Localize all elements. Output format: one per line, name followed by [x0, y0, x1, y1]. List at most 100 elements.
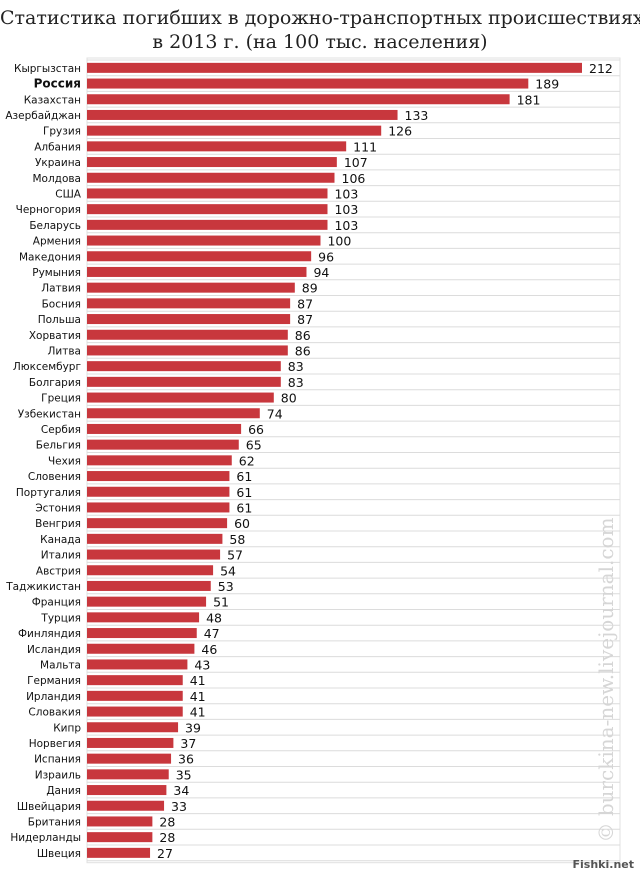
category-label: Исландия	[27, 644, 81, 656]
category-label: Словакия	[28, 707, 81, 719]
value-label: 48	[206, 610, 222, 625]
value-label: 86	[295, 343, 311, 358]
bar	[87, 659, 188, 670]
value-label: 111	[353, 139, 377, 154]
value-label: 34	[173, 783, 189, 798]
value-label: 65	[246, 438, 262, 453]
bar	[87, 769, 169, 780]
category-label: Словения	[28, 471, 81, 483]
bar	[87, 235, 321, 246]
category-label: Литва	[48, 345, 81, 357]
category-label: Германия	[27, 675, 81, 687]
bar	[87, 549, 221, 560]
value-label: 87	[297, 296, 313, 311]
bar	[87, 376, 281, 387]
category-label: Австрия	[36, 565, 81, 577]
value-label: 43	[194, 657, 210, 672]
bar	[87, 408, 260, 419]
value-label: 89	[302, 281, 318, 296]
bar	[87, 753, 172, 764]
category-label: Италия	[41, 550, 81, 562]
category-label: Израиль	[35, 769, 81, 781]
value-label: 61	[236, 500, 252, 515]
bar	[87, 565, 214, 576]
value-label: 87	[297, 312, 313, 327]
bar	[87, 314, 291, 325]
bar	[87, 706, 183, 717]
category-label: Канада	[40, 534, 81, 546]
bar	[87, 157, 337, 168]
brand-logo-text: Fishki.net	[572, 858, 634, 871]
bar	[87, 298, 291, 309]
value-label: 100	[327, 234, 351, 249]
category-label: Сербия	[41, 424, 81, 436]
bar	[87, 486, 230, 497]
value-label: 41	[190, 689, 206, 704]
category-label: Швеция	[37, 848, 81, 860]
bar	[87, 329, 288, 340]
value-label: 37	[180, 736, 196, 751]
category-label: Бельгия	[36, 440, 81, 452]
bar	[87, 62, 582, 73]
bar	[87, 423, 242, 434]
value-label: 57	[227, 548, 243, 563]
value-label: 126	[388, 124, 412, 139]
value-label: 27	[157, 846, 173, 861]
value-label: 212	[589, 61, 613, 76]
category-label: Португалия	[16, 487, 81, 499]
bar	[87, 345, 288, 356]
category-label: Болгария	[29, 377, 81, 389]
bar	[87, 266, 307, 277]
value-label: 103	[334, 202, 358, 217]
category-label: Албания	[34, 141, 81, 153]
value-label: 41	[190, 673, 206, 688]
value-label: 83	[288, 375, 304, 390]
category-label: Кыргызстан	[14, 63, 81, 75]
bar	[87, 816, 153, 827]
bar	[87, 612, 200, 623]
category-label: Норвегия	[29, 738, 81, 750]
value-label: 60	[234, 516, 250, 531]
bar	[87, 580, 211, 591]
bar	[87, 785, 167, 796]
bar	[87, 628, 197, 639]
value-label: 33	[171, 799, 187, 814]
bar	[87, 392, 274, 403]
bar	[87, 78, 529, 89]
category-label: Дания	[46, 785, 81, 797]
bar	[87, 737, 174, 748]
category-label: Украина	[35, 157, 81, 169]
bar	[87, 832, 153, 843]
value-label: 74	[267, 406, 283, 421]
category-label: Нидерланды	[10, 832, 81, 844]
bar	[87, 94, 510, 105]
category-label: Эстония	[35, 502, 81, 514]
value-label: 54	[220, 563, 236, 578]
value-label: 51	[213, 595, 229, 610]
category-label: Ирландия	[26, 691, 81, 703]
category-label: Люксембург	[13, 361, 81, 373]
value-label: 35	[176, 767, 192, 782]
value-label: 36	[178, 752, 194, 767]
chart-title-line-1: Статистика погибших в дорожно-транспортн…	[0, 7, 640, 29]
category-label: Черногория	[16, 204, 81, 216]
value-label: 106	[342, 171, 366, 186]
value-label: 103	[334, 218, 358, 233]
category-label: Таджикистан	[5, 581, 81, 593]
bar	[87, 188, 328, 199]
value-label: 46	[201, 642, 217, 657]
category-label: Азербайджан	[5, 110, 81, 122]
value-label: 107	[344, 155, 368, 170]
value-label: 66	[248, 422, 264, 437]
category-label: Латвия	[41, 283, 81, 295]
bar	[87, 643, 195, 654]
category-label: Казахстан	[24, 94, 81, 106]
value-label: 61	[236, 469, 252, 484]
category-label: Швейцария	[17, 801, 81, 813]
bar	[87, 282, 295, 293]
bar	[87, 675, 183, 686]
bar	[87, 690, 183, 701]
value-label: 80	[281, 391, 297, 406]
value-label: 96	[318, 249, 334, 264]
category-label: Греция	[41, 393, 81, 405]
